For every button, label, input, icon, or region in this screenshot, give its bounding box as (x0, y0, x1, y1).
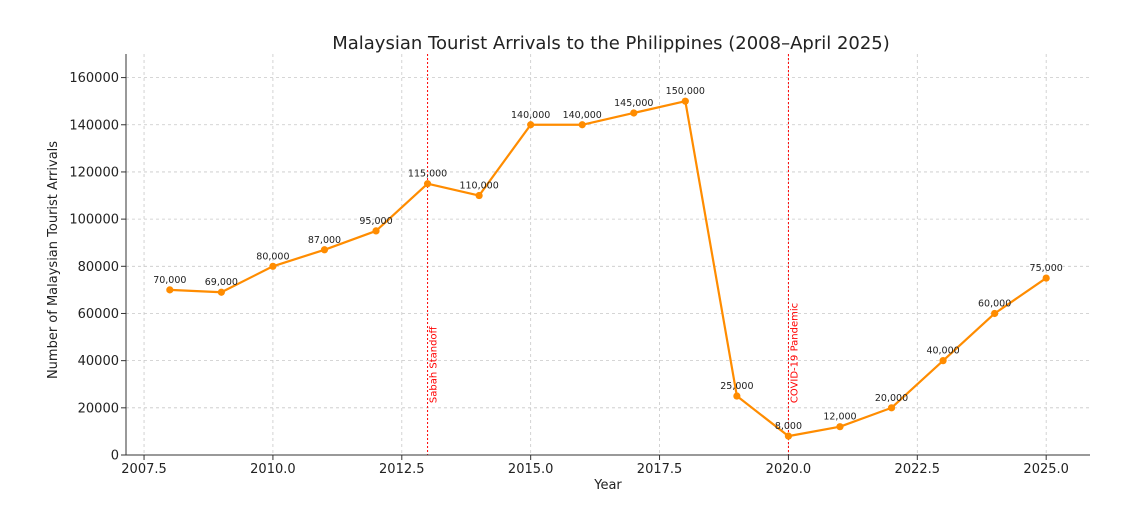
x-tick-label: 2025.0 (1023, 462, 1069, 477)
data-point (578, 121, 586, 129)
y-tick-label: 40000 (78, 354, 119, 369)
data-point (939, 357, 947, 365)
data-point (166, 286, 174, 294)
data-label: 140,000 (511, 110, 550, 121)
data-point (527, 121, 535, 129)
data-point (630, 109, 638, 117)
data-label: 20,000 (875, 393, 908, 404)
annotation-text: COVID-19 Pandemic (789, 303, 800, 403)
data-label: 115,000 (408, 169, 447, 180)
data-point (733, 392, 741, 400)
data-label: 95,000 (359, 216, 392, 227)
x-tick-label: 2020.0 (766, 462, 812, 477)
data-point (217, 288, 225, 296)
x-tick-label: 2010.0 (250, 462, 296, 477)
data-point (681, 97, 689, 105)
data-label: 150,000 (666, 86, 705, 97)
data-point (1042, 274, 1050, 282)
series-line (169, 100, 1047, 438)
y-tick-label: 120000 (69, 165, 119, 180)
data-label: 25,000 (720, 381, 753, 392)
annotations: Sabah Standoff COVID-19 Pandemic (427, 54, 800, 455)
data-point (269, 262, 277, 270)
x-tick-label: 2017.5 (637, 462, 683, 477)
axes: 2007.5 2010.0 2012.5 2015.0 2017.5 2020.0 2022… (69, 54, 1090, 477)
chart-title: Malaysian Tourist Arrivals to the Philip… (332, 33, 890, 54)
y-axis-label: Number of Malaysian Tourist Arrivals (46, 141, 61, 379)
data-labels: 70,000 69,000 80,000 87,000 95,000 115,000 110… (153, 86, 1063, 432)
data-label: 145,000 (614, 98, 653, 109)
data-label: 12,000 (823, 412, 856, 423)
data-point (475, 191, 483, 200)
x-tick-label: 2022.5 (895, 462, 941, 477)
y-tick-label: 160000 (69, 71, 119, 86)
data-point (836, 423, 844, 431)
y-tick-label: 80000 (78, 260, 119, 275)
data-point (320, 246, 329, 254)
data-label: 80,000 (256, 251, 289, 262)
annotation-text: Sabah Standoff (429, 325, 440, 403)
data-label: 70,000 (153, 275, 186, 286)
x-tick-label: 2007.5 (121, 462, 167, 477)
data-point (991, 309, 999, 318)
data-point (372, 227, 380, 235)
series (166, 97, 1050, 440)
y-tick-label: 100000 (69, 213, 119, 228)
data-label: 60,000 (978, 298, 1011, 309)
x-axis-label: Year (593, 478, 622, 493)
x-tick-label: 2015.0 (508, 462, 554, 477)
y-tick-label: 0 (111, 449, 119, 464)
data-point (784, 432, 793, 440)
data-label: 8,000 (775, 421, 802, 432)
data-label: 110,000 (459, 181, 498, 192)
data-label: 75,000 (1030, 263, 1063, 274)
y-tick-label: 140000 (69, 118, 119, 133)
data-label: 69,000 (205, 277, 238, 288)
data-point (423, 180, 432, 188)
data-label: 87,000 (308, 235, 341, 246)
x-tick-label: 2012.5 (379, 462, 425, 477)
data-label: 140,000 (563, 110, 602, 121)
y-tick-label: 60000 (78, 307, 119, 322)
data-label: 40,000 (926, 346, 959, 357)
data-point (887, 404, 896, 412)
y-tick-label: 20000 (78, 401, 119, 416)
